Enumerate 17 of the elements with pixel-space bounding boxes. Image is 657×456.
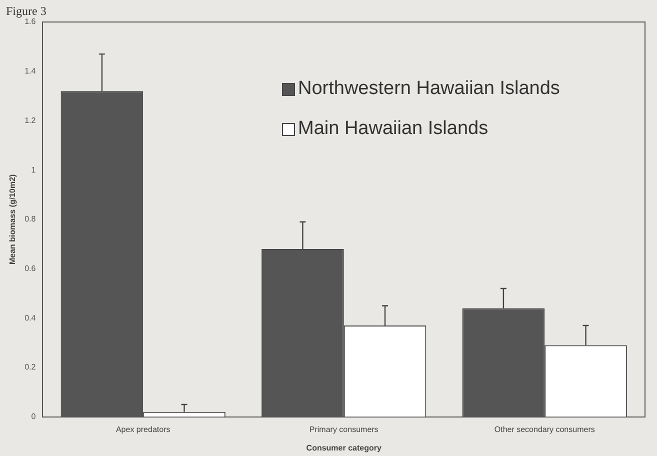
y-tick-label: 1 [31, 165, 36, 174]
y-tick-label: 0.2 [24, 362, 36, 372]
x-tick-label: Other secondary consumers [494, 424, 595, 434]
y-tick-label: 0.8 [24, 214, 36, 224]
chart-title: Figure 3 [6, 4, 46, 18]
legend-label: Northwestern Hawaiian Islands [298, 78, 560, 100]
y-tick-label: 1.6 [24, 17, 36, 26]
y-tick-label: 0.4 [24, 313, 36, 322]
y-tick-label: 0.6 [24, 264, 36, 273]
y-axis-title: Mean biomass (g/10m2) [8, 174, 18, 265]
x-axis-title: Consumer category [306, 443, 382, 452]
x-tick-label: Apex predators [116, 424, 170, 434]
y-tick-label: 1.2 [24, 116, 36, 125]
y-tick-label: 1.4 [24, 66, 36, 76]
x-tick-label: Primary consumers [309, 424, 378, 434]
legend-label: Main Hawaiian Islands [298, 118, 488, 140]
y-tick-label: 0 [31, 412, 36, 422]
